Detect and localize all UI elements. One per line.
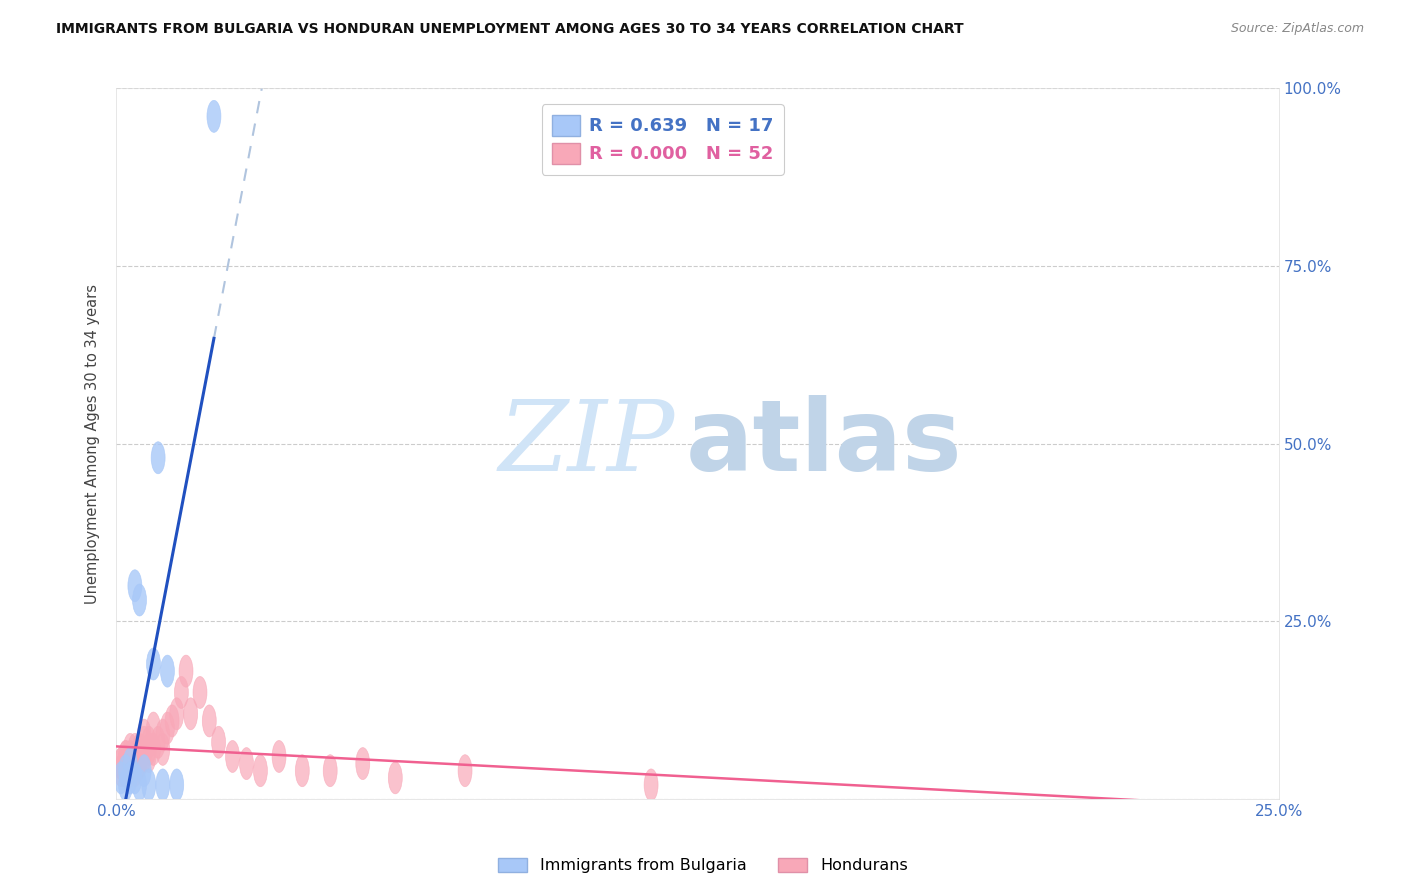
Ellipse shape [170,769,184,801]
Ellipse shape [152,726,165,758]
Ellipse shape [253,755,267,787]
Ellipse shape [132,733,146,765]
Ellipse shape [207,100,221,132]
Ellipse shape [132,584,146,616]
Ellipse shape [114,755,128,787]
Ellipse shape [114,762,128,794]
Ellipse shape [138,719,152,751]
Ellipse shape [160,655,174,687]
Ellipse shape [146,648,160,680]
Ellipse shape [138,755,152,787]
Ellipse shape [142,740,156,772]
Ellipse shape [118,740,132,772]
Ellipse shape [128,747,142,780]
Text: atlas: atlas [686,395,963,492]
Ellipse shape [132,769,146,801]
Ellipse shape [239,747,253,780]
Ellipse shape [644,769,658,801]
Ellipse shape [225,740,239,772]
Ellipse shape [356,747,370,780]
Ellipse shape [142,726,156,758]
Ellipse shape [202,705,217,737]
Text: Source: ZipAtlas.com: Source: ZipAtlas.com [1230,22,1364,36]
Ellipse shape [118,740,132,772]
Ellipse shape [458,755,472,787]
Text: IMMIGRANTS FROM BULGARIA VS HONDURAN UNEMPLOYMENT AMONG AGES 30 TO 34 YEARS CORR: IMMIGRANTS FROM BULGARIA VS HONDURAN UNE… [56,22,965,37]
Ellipse shape [170,698,184,730]
Ellipse shape [124,747,138,780]
Ellipse shape [142,733,156,765]
Ellipse shape [132,747,146,780]
Ellipse shape [193,676,207,708]
Ellipse shape [179,655,193,687]
Ellipse shape [138,726,152,758]
Y-axis label: Unemployment Among Ages 30 to 34 years: Unemployment Among Ages 30 to 34 years [86,284,100,604]
Ellipse shape [114,747,128,780]
Ellipse shape [165,705,179,737]
Ellipse shape [156,769,170,801]
Ellipse shape [114,747,128,780]
Ellipse shape [128,762,142,794]
Ellipse shape [128,733,142,765]
Ellipse shape [388,762,402,794]
Ellipse shape [146,712,160,744]
Ellipse shape [118,755,132,787]
Ellipse shape [124,762,138,794]
Ellipse shape [295,755,309,787]
Text: ZIP: ZIP [498,396,675,491]
Ellipse shape [128,755,142,787]
Ellipse shape [118,769,132,801]
Ellipse shape [138,740,152,772]
Ellipse shape [174,676,188,708]
Ellipse shape [124,740,138,772]
Legend: Immigrants from Bulgaria, Hondurans: Immigrants from Bulgaria, Hondurans [492,851,914,880]
Ellipse shape [128,570,142,602]
Ellipse shape [132,747,146,780]
Ellipse shape [118,755,132,787]
Ellipse shape [156,733,170,765]
Ellipse shape [142,769,156,801]
Ellipse shape [124,747,138,780]
Ellipse shape [160,712,174,744]
Ellipse shape [124,747,138,780]
Ellipse shape [152,442,165,474]
Ellipse shape [146,733,160,765]
Ellipse shape [124,755,138,787]
Ellipse shape [132,740,146,772]
Ellipse shape [118,755,132,787]
Ellipse shape [212,726,225,758]
Ellipse shape [124,733,138,765]
Ellipse shape [132,733,146,765]
Ellipse shape [184,698,198,730]
Legend: R = 0.639   N = 17, R = 0.000   N = 52: R = 0.639 N = 17, R = 0.000 N = 52 [541,104,783,175]
Ellipse shape [273,740,285,772]
Ellipse shape [323,755,337,787]
Ellipse shape [128,740,142,772]
Ellipse shape [118,747,132,780]
Ellipse shape [156,719,170,751]
